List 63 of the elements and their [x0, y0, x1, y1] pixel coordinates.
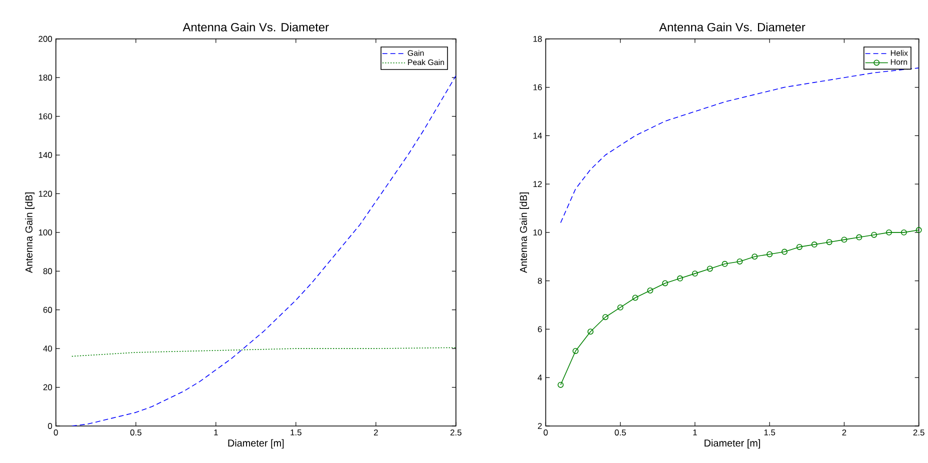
x-tick-label: 1.5 [290, 430, 302, 436]
y-tick-label: 6 [538, 326, 542, 332]
point [900, 229, 907, 236]
point [706, 266, 713, 272]
y-tick-label: 16 [533, 84, 542, 90]
y-tick-label: 180 [38, 74, 52, 81]
point [752, 254, 758, 260]
x-tick-label: 2 [374, 430, 378, 436]
point [602, 314, 608, 320]
y-tick-label: 200 [38, 36, 52, 42]
point [826, 239, 832, 246]
point [766, 251, 773, 258]
x-tick-label: 0 [54, 430, 58, 436]
y-tick-label: 10 [533, 230, 542, 236]
point [841, 236, 848, 243]
point [647, 288, 654, 294]
x-tick-label: 2 [842, 430, 846, 436]
line-series [71, 347, 456, 357]
x-axis-title: Diameter [m] [228, 439, 284, 449]
x-axis-title: Diameter [m] [704, 439, 760, 449]
point [811, 242, 818, 248]
chart-title: Antenna Gain Vs. Diameter [659, 22, 806, 32]
x-tick-label: 1 [214, 430, 218, 436]
y-tick-label: 20 [43, 384, 52, 390]
point [722, 260, 728, 267]
y-tick-label: 100 [38, 230, 52, 236]
x-tick-label: 1.5 [764, 430, 776, 436]
y-tick-label: 8 [538, 278, 542, 284]
x-tick-label: 1 [693, 430, 697, 436]
point [796, 244, 802, 250]
point [617, 304, 624, 310]
point [572, 348, 579, 354]
x-tick-label: 2.5 [913, 430, 924, 436]
y-axis-title: Antenna Gain [dB] [520, 192, 529, 274]
point [871, 232, 878, 238]
x-tick-label: 0.5 [614, 430, 626, 436]
y-tick-label: 0 [48, 423, 52, 430]
y-tick-label: 60 [43, 306, 52, 313]
point [692, 270, 698, 277]
x-tick-label: 2.5 [450, 430, 462, 436]
y-tick-label: 12 [533, 181, 542, 188]
y-tick-label: 2 [538, 423, 542, 429]
y-tick-label: 14 [533, 132, 542, 139]
y-tick-label: 18 [533, 36, 542, 42]
y-tick-label: 140 [38, 152, 52, 158]
point [782, 248, 788, 255]
y-tick-label: 160 [38, 113, 52, 120]
point [587, 328, 594, 335]
y-tick-label: 80 [43, 268, 52, 274]
x-tick-label: 0.5 [130, 430, 142, 436]
point [736, 258, 743, 265]
chart-title: Antenna Gain Vs. Diameter [182, 22, 329, 32]
point [856, 234, 862, 240]
point [886, 229, 892, 236]
y-axis-title: Antenna Gain [dB] [25, 192, 34, 274]
line-series [560, 68, 919, 224]
y-tick-label: 40 [43, 346, 52, 352]
x-tick-label: 0 [544, 430, 548, 436]
point [677, 275, 684, 282]
point [632, 294, 638, 301]
y-tick-label: 120 [38, 190, 52, 197]
point [662, 280, 668, 286]
y-tick-label: 4 [538, 374, 542, 381]
